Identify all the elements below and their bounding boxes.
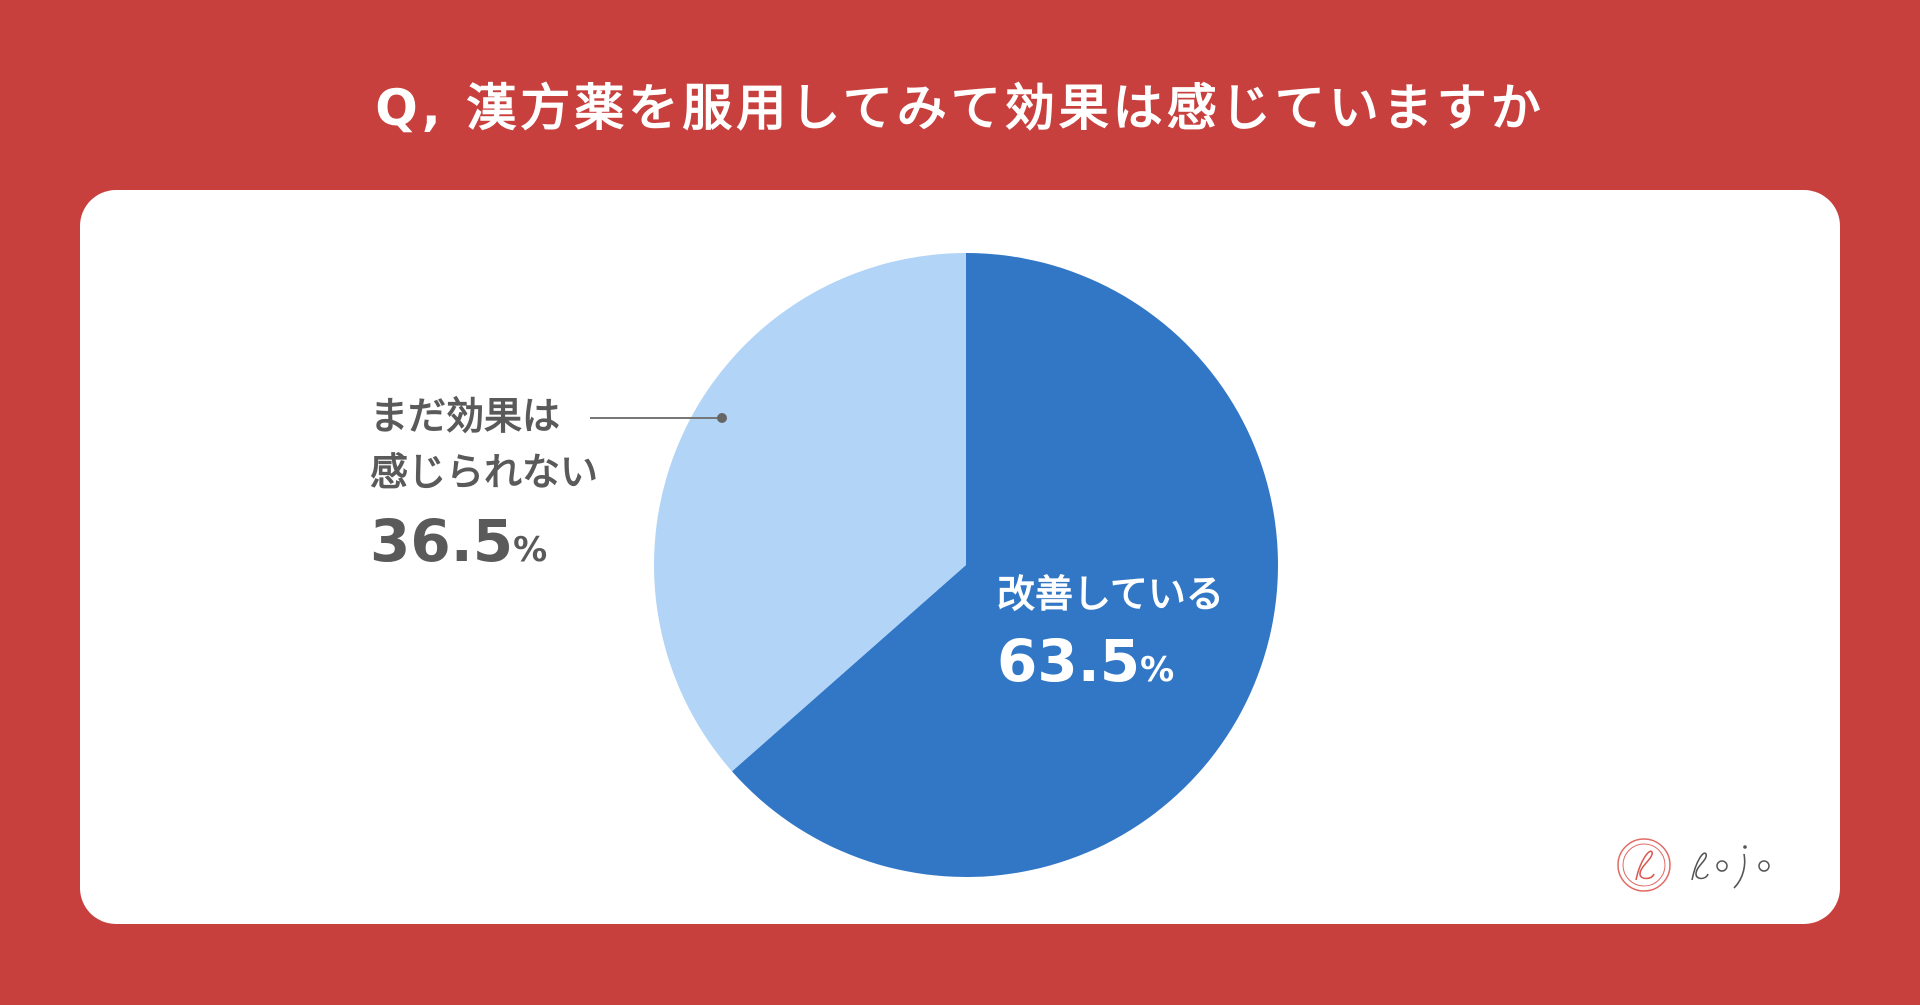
pie-slice-not-yet [654, 253, 966, 772]
value-unit: % [513, 530, 548, 570]
label-improving-category: 改善している [997, 572, 1224, 616]
leader-dot [717, 413, 727, 423]
yojo-logo-icon [1617, 838, 1770, 892]
pie-slice-improving [731, 253, 1278, 877]
label-not-yet: まだ効果は 感じられない 36.5% [370, 388, 598, 585]
label-improving: 改善している 63.5% [997, 566, 1224, 705]
label-improving-value: 63.5% [997, 626, 1224, 705]
label-not-yet-line-1: まだ効果は [370, 394, 561, 438]
value-number: 36.5 [370, 507, 514, 575]
label-not-yet-line-2: 感じられない [370, 450, 599, 494]
page-title: Q, 漢方薬を服用してみて効果は感じていますか [375, 79, 1545, 137]
value-unit: % [1140, 650, 1175, 690]
label-not-yet-value: 36.5% [370, 506, 598, 585]
value-number: 63.5 [997, 627, 1141, 695]
